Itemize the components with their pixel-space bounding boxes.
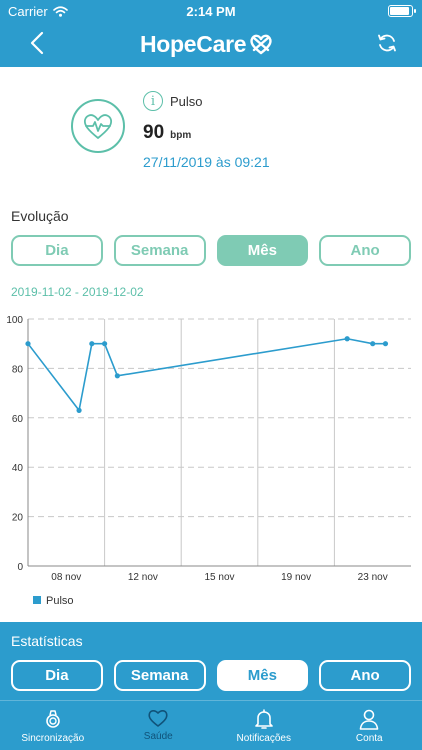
evolution-period-month[interactable]: Mês	[216, 235, 309, 266]
heart-icon	[148, 710, 168, 727]
brand-name: HopeCare	[140, 30, 247, 57]
status-bar: Carrier 2:14 PM	[0, 0, 422, 22]
refresh-button[interactable]	[374, 30, 400, 56]
tab-health-label: Saúde	[143, 731, 173, 742]
tab-sync[interactable]: Sincronização	[0, 701, 106, 750]
statistics-period-day[interactable]: Dia	[11, 660, 103, 691]
statistics-period-selector: Dia Semana Mês Ano	[11, 660, 411, 691]
data-point	[370, 341, 376, 347]
x-tick-label: 19 nov	[281, 572, 311, 583]
status-time: 2:14 PM	[186, 4, 236, 19]
x-tick-label: 23 nov	[358, 572, 388, 583]
tab-notifications[interactable]: Notificações	[211, 701, 317, 750]
data-point	[344, 336, 350, 342]
tab-account[interactable]: Conta	[317, 701, 422, 750]
statistics-period-week[interactable]: Semana	[113, 660, 206, 691]
data-point	[102, 341, 108, 347]
legend-label: Pulso	[46, 595, 74, 607]
evolution-period-year[interactable]: Ano	[319, 235, 411, 266]
reading-value: 90	[143, 122, 165, 143]
pulse-line-chart: 0 20 40 60 80 100 08 nov 12 nov 15 nov 19 nov 23 n…	[6, 315, 411, 607]
series-line-pulso	[27, 337, 386, 412]
y-tick-label: 80	[12, 364, 24, 375]
carrier-info: Carrier	[8, 4, 68, 19]
x-tick-label: 08 nov	[51, 572, 81, 583]
wifi-icon	[52, 6, 68, 17]
y-tick-label: 20	[12, 513, 24, 524]
top-bar: Carrier 2:14 PM HopeCare	[0, 0, 422, 67]
legend-swatch	[33, 596, 41, 604]
user-icon	[359, 709, 379, 730]
y-tick-label: 0	[17, 562, 23, 573]
y-tick-label: 100	[6, 315, 23, 326]
battery-icon	[388, 5, 416, 17]
pulse-reading-card: i Pulso 90 bpm 27/11/2019 às 09:21	[0, 67, 422, 195]
reading-label-row: i Pulso	[143, 91, 203, 111]
brand-heart-icon	[250, 34, 272, 55]
carrier-name: Carrier	[8, 4, 48, 19]
statistics-panel: Estatísticas Dia Semana Mês Ano	[0, 622, 422, 700]
evolution-title: Evolução	[11, 208, 69, 224]
y-tick-label: 40	[12, 463, 24, 474]
tab-health[interactable]: Saúde	[106, 701, 212, 750]
data-point	[25, 341, 31, 347]
reading-label: Pulso	[170, 93, 203, 109]
data-point	[114, 373, 120, 379]
bell-icon	[254, 709, 273, 729]
data-point	[382, 341, 389, 347]
date-range: 2019-11-02 - 2019-12-02	[11, 285, 144, 299]
heart-pulse-icon	[71, 99, 125, 153]
x-tick-label: 15 nov	[204, 572, 234, 583]
tab-bar: Sincronização Saúde Notificações Conta	[0, 700, 422, 750]
evolution-period-day[interactable]: Dia	[11, 235, 103, 266]
back-button[interactable]	[24, 30, 50, 56]
statistics-title: Estatísticas	[11, 633, 83, 649]
y-tick-label: 60	[12, 414, 24, 425]
tab-notifications-label: Notificações	[236, 733, 291, 744]
tab-account-label: Conta	[355, 733, 383, 744]
evolution-period-selector: Dia Semana Mês Ano	[11, 235, 411, 266]
reading-value-row: 90 bpm	[143, 122, 191, 144]
chevron-left-icon	[30, 31, 44, 55]
statistics-period-month[interactable]: Mês	[216, 660, 309, 691]
info-icon[interactable]: i	[143, 91, 163, 111]
reading-datetime: 27/11/2019 às 09:21	[143, 154, 270, 170]
tab-sync-label: Sincronização	[21, 733, 85, 744]
brand-logo: HopeCare	[140, 30, 274, 58]
data-point	[89, 341, 95, 347]
refresh-icon	[378, 34, 396, 52]
reading-unit: bpm	[170, 130, 192, 141]
x-tick-label: 12 nov	[128, 572, 158, 583]
evolution-period-week[interactable]: Semana	[113, 235, 206, 266]
sync-watch-icon	[45, 710, 60, 728]
data-point	[76, 407, 82, 413]
statistics-period-year[interactable]: Ano	[319, 660, 411, 691]
